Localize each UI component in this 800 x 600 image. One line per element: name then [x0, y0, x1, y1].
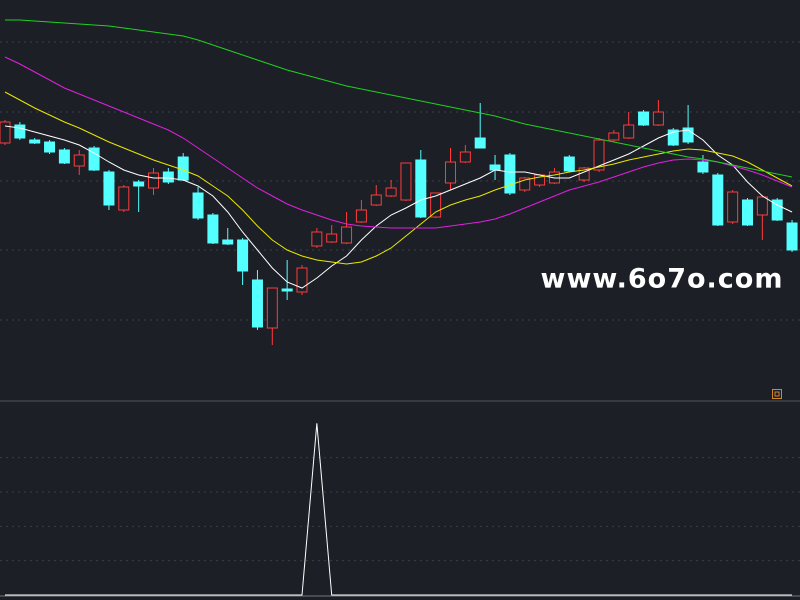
candle-body: [697, 161, 709, 173]
candle-body: [445, 161, 456, 184]
candle-body: [58, 149, 70, 164]
candle-body: [489, 164, 501, 171]
candle-body: [667, 129, 679, 146]
candle-body: [133, 181, 145, 187]
candle-body: [281, 288, 293, 292]
icon-frame: [772, 389, 782, 399]
series-line: [4, 91, 793, 265]
candle-body: [430, 192, 442, 218]
candle-body: [148, 172, 159, 189]
candle-body: [563, 156, 575, 172]
candle-body: [311, 231, 323, 247]
candle-body: [355, 209, 367, 223]
candle-body: [14, 124, 26, 139]
candle-body: [266, 287, 278, 329]
series-line: [5, 19, 793, 178]
candle-body: [385, 187, 397, 197]
candle-body: [712, 174, 724, 226]
candle-body: [727, 191, 739, 223]
candle-body: [296, 267, 308, 293]
candle-body: [326, 233, 338, 243]
candle-body: [756, 196, 768, 216]
icon-inner: [774, 391, 780, 397]
candle-body: [370, 194, 382, 206]
candle-body: [29, 139, 41, 144]
candle-body: [207, 214, 219, 244]
candle-body: [415, 159, 427, 218]
candle-body: [44, 141, 56, 153]
candle-body: [474, 137, 486, 149]
candle-body: [608, 132, 620, 141]
candle-body: [237, 239, 249, 272]
candle-body: [742, 199, 753, 226]
candle-body: [162, 171, 174, 183]
candle-body: [786, 222, 798, 251]
series-line: [5, 423, 793, 596]
candle-body: [73, 154, 85, 167]
candle-body: [771, 199, 783, 221]
candle-body: [519, 177, 531, 191]
candle-body: [192, 192, 204, 219]
candle-body: [400, 162, 412, 201]
candle-body: [652, 111, 664, 126]
candle-body: [682, 127, 694, 143]
candle-body: [638, 111, 650, 126]
candle-body: [341, 226, 353, 244]
candle-body: [222, 239, 234, 245]
candle-body: [0, 121, 11, 144]
candle-body: [623, 124, 635, 139]
candle-body: [459, 151, 471, 163]
candle-body: [118, 186, 130, 211]
expand-icon[interactable]: [772, 389, 782, 399]
watermark: www.6o7o.com: [541, 264, 784, 295]
series-line: [4, 125, 793, 289]
candle-body: [103, 171, 115, 206]
candle-body: [504, 154, 516, 194]
candle-body: [88, 147, 100, 171]
candle-body: [251, 279, 263, 328]
candle-body: [593, 139, 605, 171]
series-line: [4, 56, 793, 229]
